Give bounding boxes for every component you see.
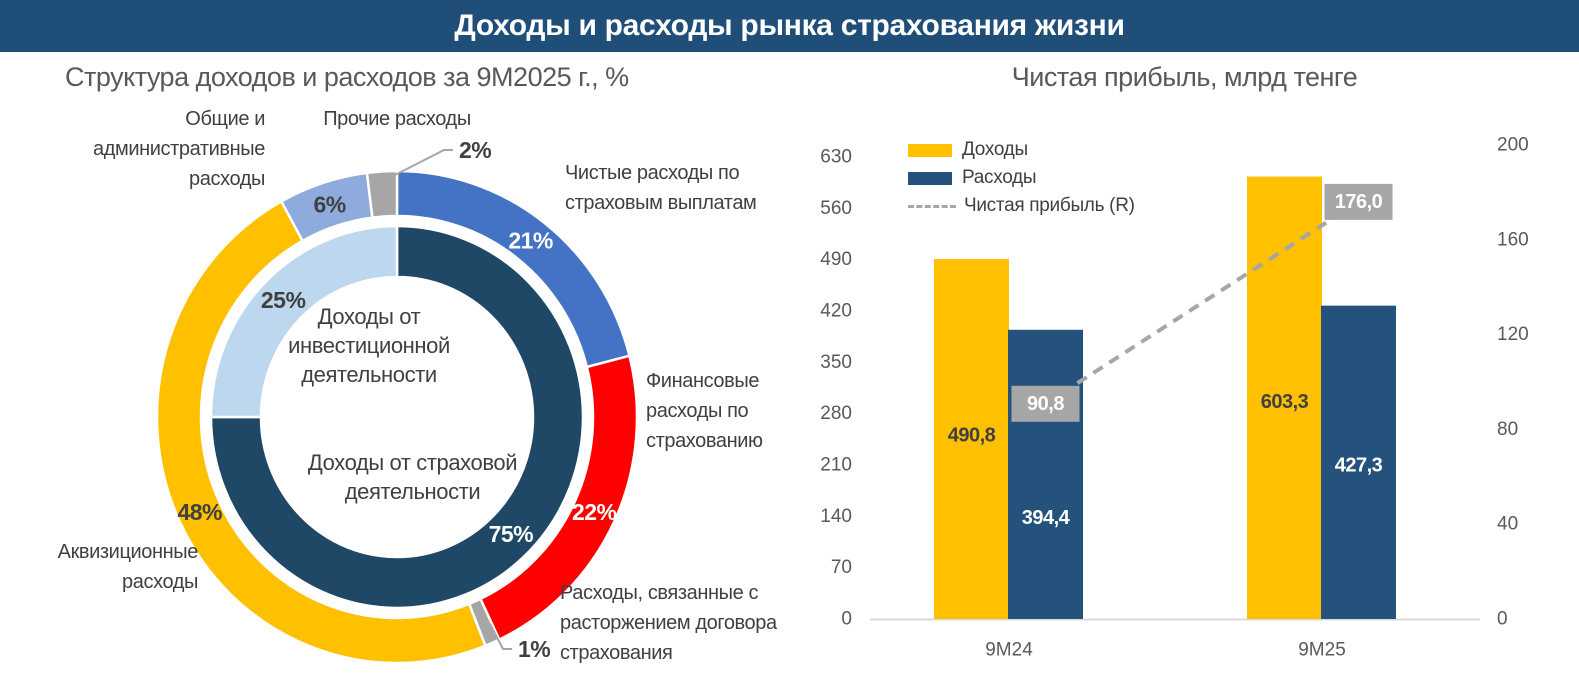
right-axis-tick-label: 160 xyxy=(1497,229,1529,250)
right-axis-tick-label: 120 xyxy=(1497,324,1529,345)
slice-label-acquisition-expenses: Аквизиционные расходы xyxy=(57,541,199,593)
category-label-9М25: 9М25 xyxy=(1298,640,1346,661)
net-profit-dashed-line xyxy=(1044,200,1360,406)
left-axis-tick-label: 490 xyxy=(820,249,852,270)
donut-slice-outer-3 xyxy=(155,200,487,665)
left-axis-tick-label: 280 xyxy=(820,403,852,424)
left-axis-tick-label: 70 xyxy=(831,557,852,578)
bar-Расходы-9М25 xyxy=(1321,305,1396,619)
donut-percent-label-outer-3: 48% xyxy=(177,499,222,525)
donut-callout-line-2 xyxy=(489,623,512,650)
legend-label-income: Доходы xyxy=(962,139,1028,160)
legend-swatch-expenses-icon xyxy=(908,171,952,185)
bar-chart-title: Чистая прибыль, млрд тенге xyxy=(1011,62,1358,92)
bar-value-label-Доходы-9М25: 603,3 xyxy=(1261,391,1309,413)
chart-legend: Доходы Расходы Чистая прибыль (R) xyxy=(908,136,1135,220)
net-profit-label-box-9М24 xyxy=(1011,385,1080,422)
donut-percent-label-inner-0: 75% xyxy=(489,521,534,547)
left-axis-tick-label: 0 xyxy=(841,609,852,630)
left-axis-tick-label: 350 xyxy=(820,352,852,373)
donut-callout-line-5 xyxy=(392,149,453,177)
bar-Доходы-9М25 xyxy=(1247,176,1322,619)
bar-value-label-Доходы-9М24: 490,8 xyxy=(948,424,996,446)
net-profit-value-label-9М24: 90,8 xyxy=(1027,393,1064,415)
net-profit-value-label-9М25: 176,0 xyxy=(1335,191,1383,213)
left-axis-tick-label: 420 xyxy=(820,301,852,322)
slice-label-other-expenses: Прочие расходы xyxy=(323,108,471,130)
slice-label-financial-expenses: Финансовые расходы по страхованию xyxy=(646,370,763,452)
donut-slice-inner-1 xyxy=(209,224,399,419)
bar-value-label-Расходы-9М25: 427,3 xyxy=(1335,454,1383,476)
bar-Доходы-9М24 xyxy=(934,259,1009,619)
legend-item-expenses: Расходы xyxy=(908,164,1135,192)
legend-item-income: Доходы xyxy=(908,136,1135,164)
donut-slice-outer-5 xyxy=(365,169,399,219)
donut-chart: 21% 22% 1% 48% 6% 2% 75% 25% xyxy=(155,137,639,665)
legend-swatch-income-icon xyxy=(908,143,952,157)
right-axis-tick-label: 0 xyxy=(1497,609,1508,630)
legend-item-net-profit: Чистая прибыль (R) xyxy=(908,192,1135,220)
donut-center-label-investment-income: Доходы от инвестиционной деятельности xyxy=(288,304,450,387)
donut-percent-label-outer-0: 21% xyxy=(508,227,553,253)
right-axis-tick-label: 200 xyxy=(1497,135,1529,156)
page-title: Доходы и расходы рынка страхования жизни xyxy=(454,9,1125,42)
left-axis-tick-label: 210 xyxy=(820,455,852,476)
donut-percent-label-outer-2: 1% xyxy=(518,636,550,662)
donut-percent-label-outer-4: 6% xyxy=(314,191,346,217)
page-title-bar: Доходы и расходы рынка страхования жизни xyxy=(0,0,1579,52)
right-axis-tick-label: 40 xyxy=(1497,514,1518,535)
bar-Расходы-9М24 xyxy=(1008,329,1083,619)
donut-center-label-insurance-income: Доходы от страховой деятельности xyxy=(307,450,518,504)
left-axis-tick-label: 560 xyxy=(820,198,852,219)
left-axis-tick-label: 140 xyxy=(820,506,852,527)
net-profit-label-box-9М25 xyxy=(1324,183,1393,220)
donut-chart-title: Структура доходов и расходов за 9М2025 г… xyxy=(65,62,629,92)
donut-percent-label-inner-1: 25% xyxy=(261,287,306,313)
right-axis-tick-label: 80 xyxy=(1497,419,1518,440)
slice-label-net-claims-expenses: Чистые расходы по страховым выплатам xyxy=(565,162,757,214)
legend-label-expenses: Расходы xyxy=(962,167,1037,188)
legend-dashed-line-icon xyxy=(908,204,956,208)
donut-percent-label-outer-5: 2% xyxy=(459,137,491,163)
bar-chart: 0 70 140 210 280 350 420 490 560 630 0 40 80 120 160 20… xyxy=(820,135,1529,661)
slice-label-termination-expenses: Расходы, связанные с расторжением догово… xyxy=(560,582,777,664)
donut-percent-label-outer-1: 22% xyxy=(572,499,617,525)
left-axis-tick-label: 630 xyxy=(820,147,852,168)
slice-label-general-admin-expenses: Общие и административные расходы xyxy=(93,108,265,190)
legend-label-net-profit: Чистая прибыль (R) xyxy=(964,195,1135,216)
donut-slice-inner-0 xyxy=(209,224,585,610)
category-label-9М24: 9М24 xyxy=(985,640,1033,661)
bar-value-label-Расходы-9М24: 394,4 xyxy=(1022,507,1071,529)
